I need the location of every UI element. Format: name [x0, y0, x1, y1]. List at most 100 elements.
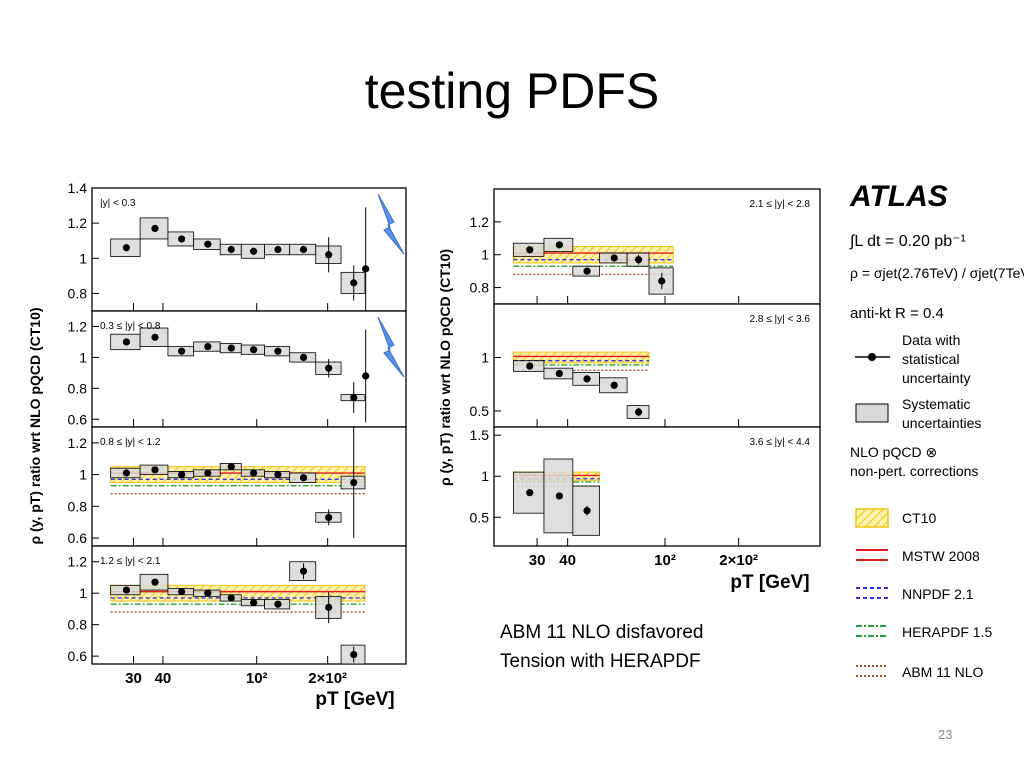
data-point: [635, 408, 643, 416]
x-tick-label: 30: [529, 552, 546, 569]
data-point: [250, 599, 258, 607]
y-tick-label: 1: [79, 349, 87, 365]
y-tick-label: 1.5: [470, 427, 490, 443]
data-point: [250, 247, 258, 255]
x-tick-label: 40: [559, 552, 576, 569]
data-point: [555, 241, 563, 249]
data-point: [204, 342, 212, 351]
lightning-arrow-icon: [377, 193, 405, 255]
annotation-note: ABM 11 NLO disfavored Tension with HERAP…: [500, 618, 703, 676]
y-tick-label: 0.8: [68, 617, 88, 633]
lightning-arrow-icon: [377, 316, 405, 378]
y-tick-label: 0.5: [470, 403, 490, 419]
legend-label-data: statistical: [902, 351, 960, 367]
y-tick-label: 1: [481, 468, 489, 484]
data-point: [350, 478, 358, 487]
data-point: [635, 256, 643, 264]
legend-label-syst: Systematic: [902, 396, 970, 412]
region-label: |y| < 0.3: [100, 198, 136, 209]
data-point: [177, 471, 186, 479]
data-point: [350, 650, 358, 659]
y-tick-label: 1: [79, 250, 87, 266]
y-axis-label: ρ (y, pT) ratio wrt NLO pQCD (CT10): [437, 249, 453, 486]
data-point: [274, 347, 282, 355]
panel-2-2: 0.5 1 2.8 ≤ |y| < 3.6: [470, 303, 821, 428]
atlas-label: ATLAS: [849, 180, 948, 213]
x-tick-label: 2×10²: [308, 670, 347, 687]
x-tick-label: 30: [125, 670, 142, 687]
jet-algorithm-label: anti-kt R = 0.4: [850, 305, 944, 322]
rho-definition: ρ = σjet(2.76TeV) / σjet(7TeV): [850, 265, 1024, 281]
legend: ATLAS ∫L dt = 0.20 pb⁻¹ ρ = σjet(2.76TeV) …: [849, 180, 1024, 680]
x-tick-label: 10²: [246, 670, 268, 687]
data-point: [610, 381, 618, 389]
data-point: [227, 594, 235, 602]
data-point: [325, 364, 333, 372]
data-point: [658, 277, 666, 285]
legend-ct10-swatch: [855, 508, 889, 528]
data-point: [250, 346, 258, 354]
chart-right: 0.8 1 1.2 2.1 ≤ |y| < 2.8 0.5 1 2.8 ≤ |y| < 3.…: [437, 188, 821, 593]
data-point: [204, 469, 212, 477]
data-point: [227, 463, 235, 471]
y-tick-label: 1: [79, 467, 87, 483]
data-point: [299, 567, 308, 575]
region-label: 1.2 ≤ |y| < 2.1: [100, 556, 161, 567]
data-point: [250, 469, 258, 477]
data-point: [151, 333, 159, 341]
y-tick-label: 0.8: [68, 380, 88, 396]
legend-label-nnpdf: NNPDF 2.1: [902, 586, 974, 602]
y-tick-label: 1.2: [68, 554, 88, 570]
note-line-2: Tension with HERAPDF: [500, 651, 701, 672]
lumi-label: ∫L dt = 0.20 pb⁻¹: [849, 233, 966, 250]
panel-1-3: 0.6 0.8 1 1.2 0.8 ≤ |y| < 1.2: [68, 426, 407, 547]
legend-label-abm: ABM 11 NLO: [902, 664, 984, 680]
panel-1-4: 0.6 0.8 1 1.2 1.2 ≤ |y| < 2.1: [68, 545, 407, 665]
slide-title: testing PDFS: [364, 63, 660, 119]
data-point: [583, 507, 591, 515]
data-point: [325, 251, 333, 259]
panel-1-2: 0.6 0.8 1 1.2 0.3 ≤ |y| < 0.8: [68, 310, 407, 428]
data-point: [122, 469, 131, 477]
y-tick-label: 1.2: [68, 318, 88, 334]
legend-label-herapdf: HERAPDF 1.5: [902, 624, 992, 640]
data-point: [227, 344, 235, 352]
data-point: [299, 474, 308, 482]
y-tick-label: 0.5: [470, 509, 490, 525]
data-point: [227, 245, 235, 254]
data-point: [177, 588, 186, 596]
region-label: 2.1 ≤ |y| < 2.8: [750, 199, 811, 210]
y-tick-label: 0.8: [68, 498, 88, 514]
data-point: [555, 492, 563, 500]
region-label: 0.3 ≤ |y| < 0.8: [100, 321, 161, 332]
data-point: [177, 347, 186, 355]
chart-left: 0.8 1 1.2 1.4 |y| < 0.3 0.6 0.8 1 1.2 0.3 ≤ |y| <…: [27, 180, 407, 710]
data-point: [350, 279, 358, 287]
y-tick-label: 1: [481, 247, 489, 263]
region-label: 3.6 ≤ |y| < 4.4: [750, 437, 811, 448]
data-point: [151, 578, 159, 586]
legend-label-ct10: CT10: [902, 510, 936, 526]
y-tick-label: 1: [481, 349, 489, 365]
data-point: [325, 603, 333, 611]
page-number: 23: [938, 727, 953, 742]
panel-2-3: 0.5 1 1.5 3.6 ≤ |y| < 4.4: [470, 426, 821, 547]
x-tick-label: 2×10²: [719, 552, 758, 569]
data-point: [583, 375, 591, 383]
region-label: 0.8 ≤ |y| < 1.2: [100, 437, 161, 448]
region-label: 2.8 ≤ |y| < 3.6: [750, 314, 811, 325]
data-point: [299, 353, 308, 361]
y-tick-label: 0.6: [68, 530, 88, 546]
data-point: [526, 246, 534, 254]
data-point: [362, 372, 370, 380]
x-tick-label: 10²: [654, 552, 676, 569]
data-point: [177, 235, 186, 243]
x-tick-label: 40: [155, 670, 172, 687]
legend-label-data: Data with: [902, 332, 960, 348]
legend-label-data: uncertainty: [902, 370, 970, 386]
legend-label-mstw: MSTW 2008: [902, 548, 980, 564]
data-point: [122, 338, 131, 346]
data-point: [325, 513, 333, 522]
data-point: [583, 267, 591, 275]
